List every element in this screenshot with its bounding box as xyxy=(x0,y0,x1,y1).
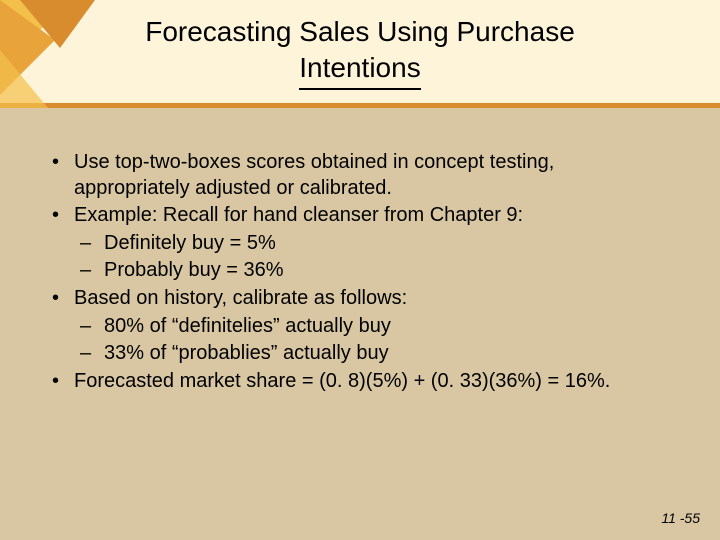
sub-bullet-text: Probably buy = 36% xyxy=(104,259,284,281)
bullet-item: Based on history, calibrate as follows: … xyxy=(48,286,672,367)
slide-title: Forecasting Sales Using Purchase Intenti… xyxy=(0,14,720,90)
bullet-item: Use top-two-boxes scores obtained in con… xyxy=(48,150,672,201)
sub-bullet-text: 80% of “definitelies” actually buy xyxy=(104,315,391,337)
bullet-item: Example: Recall for hand cleanser from C… xyxy=(48,203,672,284)
sub-bullet-item: Probably buy = 36% xyxy=(74,258,672,284)
slide-number: 11 -55 xyxy=(661,510,700,526)
bullet-text: Forecasted market share = (0. 8)(5%) + (… xyxy=(74,370,610,392)
slide-content: Use top-two-boxes scores obtained in con… xyxy=(0,108,720,394)
sub-bullet-item: 80% of “definitelies” actually buy xyxy=(74,314,672,340)
sub-bullet-list: Definitely buy = 5% Probably buy = 36% xyxy=(74,231,672,284)
bullet-text: Use top-two-boxes scores obtained in con… xyxy=(74,151,554,199)
title-line-2: Intentions xyxy=(299,50,420,89)
sub-bullet-list: 80% of “definitelies” actually buy 33% o… xyxy=(74,314,672,367)
title-line-1: Forecasting Sales Using Purchase xyxy=(145,16,575,47)
sub-bullet-text: 33% of “probablies” actually buy xyxy=(104,342,389,364)
sub-bullet-item: 33% of “probablies” actually buy xyxy=(74,341,672,367)
bullet-text: Based on history, calibrate as follows: xyxy=(74,287,407,309)
slide-header: Forecasting Sales Using Purchase Intenti… xyxy=(0,0,720,108)
sub-bullet-text: Definitely buy = 5% xyxy=(104,232,276,254)
bullet-list: Use top-two-boxes scores obtained in con… xyxy=(48,150,672,394)
sub-bullet-item: Definitely buy = 5% xyxy=(74,231,672,257)
bullet-text: Example: Recall for hand cleanser from C… xyxy=(74,204,523,226)
bullet-item: Forecasted market share = (0. 8)(5%) + (… xyxy=(48,369,672,395)
